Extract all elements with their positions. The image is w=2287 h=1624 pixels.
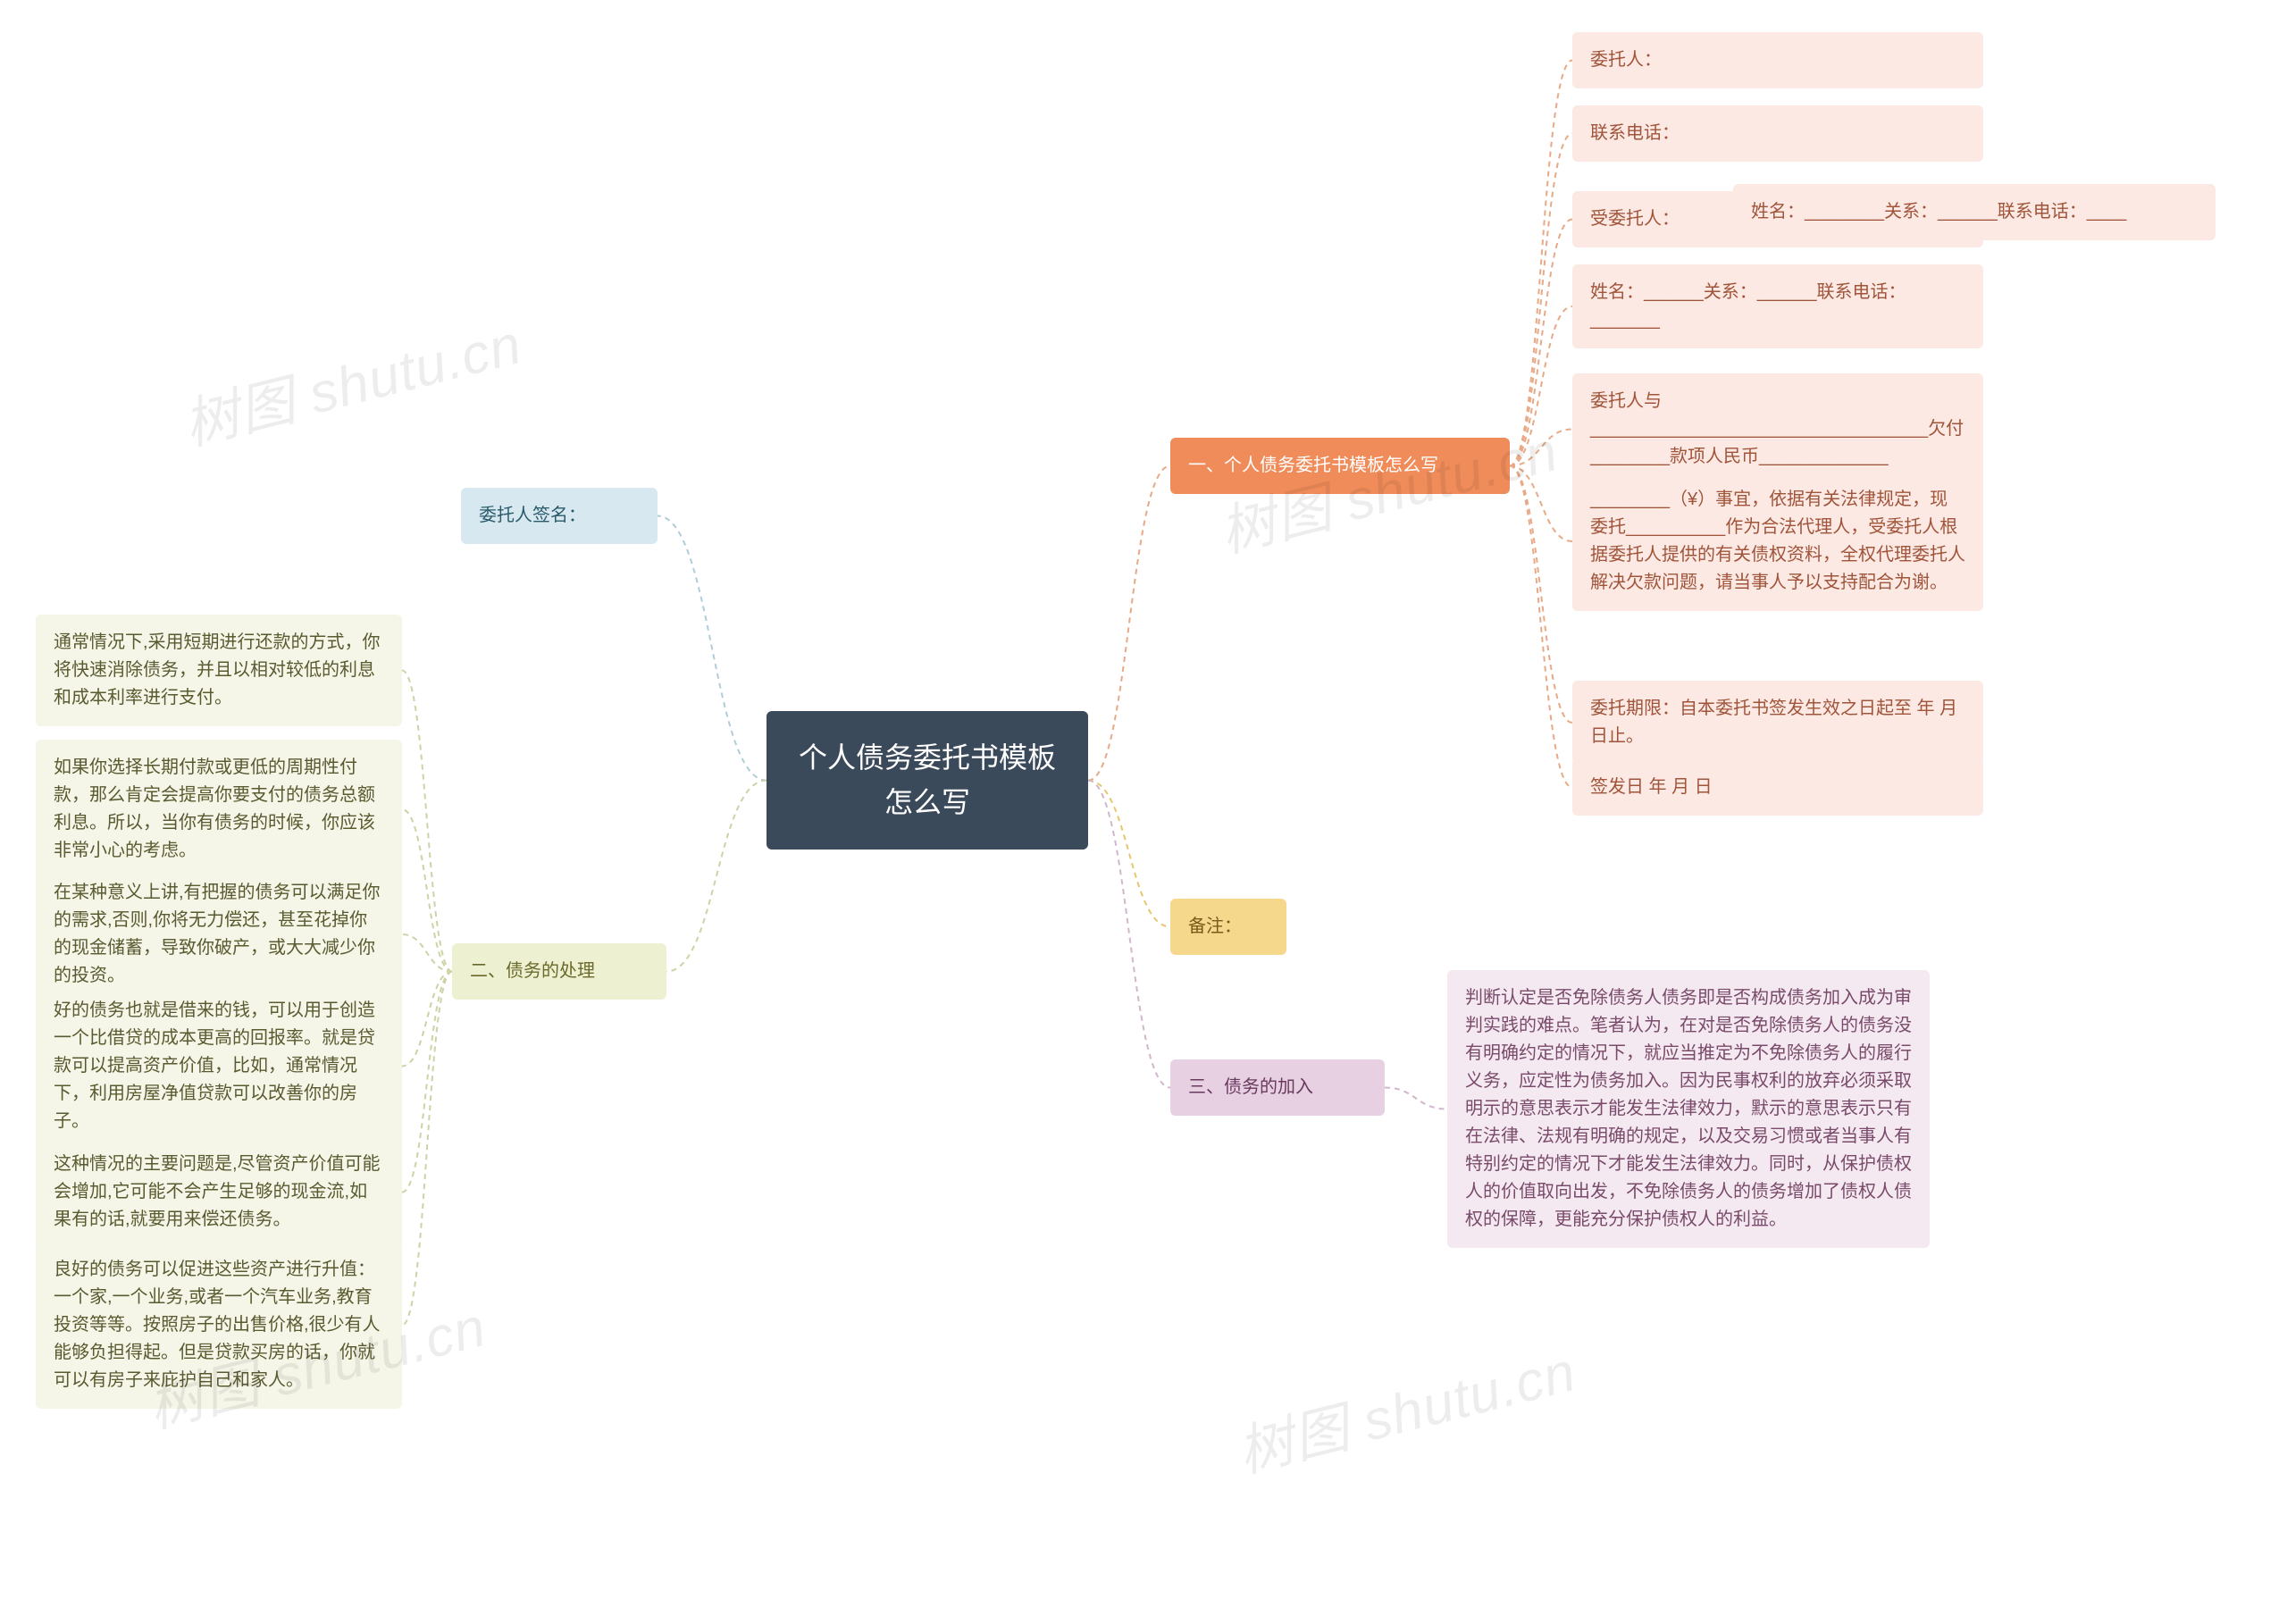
watermark-0: 树图 shutu.cn xyxy=(174,299,529,461)
c-leaf-0: 委托人： xyxy=(1572,32,1983,88)
mindmap-stage: 个人债务委托书模板怎么写 委托人签名： 二、债务的处理 通常情况下,采用短期进行… xyxy=(0,0,2287,1624)
branch-debt-join: 三、债务的加入 xyxy=(1170,1059,1385,1116)
c-leaf-1: 联系电话： xyxy=(1572,105,1983,162)
branch-signature: 委托人签名： xyxy=(461,488,658,544)
c-leaf-6: 委托期限：自本委托书签发生效之日起至 年 月 日止。 xyxy=(1572,681,1983,765)
c-leaf-4: 委托人与__________________________________欠付… xyxy=(1572,373,1983,485)
branch-debt-handling: 二、债务的处理 xyxy=(452,943,666,1000)
watermark-3: 树图 shutu.cn xyxy=(1228,1327,1583,1488)
center-node: 个人债务委托书模板怎么写 xyxy=(767,711,1088,850)
b-leaf-4: 这种情况的主要问题是,尽管资产价值可能会增加,它可能不会产生足够的现金流,如果有… xyxy=(36,1136,402,1248)
e-leaf: 判断认定是否免除债务人债务即是否构成债务加入成为审判实践的难点。笔者认为，在对是… xyxy=(1447,970,1930,1248)
b-leaf-1: 如果你选择长期付款或更低的周期性付款，那么肯定会提高你要支付的债务总额利息。所以… xyxy=(36,740,402,879)
b-leaf-5: 良好的债务可以促进这些资产进行升值：一个家,一个业务,或者一个汽车业务,教育投资… xyxy=(36,1242,402,1409)
c-leaf-7: 签发日 年 月 日 xyxy=(1572,759,1983,816)
c-leaf-2-sub: 姓名：________关系：______联系电话：____ xyxy=(1733,184,2216,240)
branch-remark: 备注： xyxy=(1170,899,1286,955)
b-leaf-0: 通常情况下,采用短期进行还款的方式，你将快速消除债务，并且以相对较低的利息和成本… xyxy=(36,615,402,726)
c-leaf-5: ________（¥）事宜，依据有关法律规定，现委托__________作为合法… xyxy=(1572,472,1983,611)
b-leaf-3: 好的债务也就是借来的钱，可以用于创造一个比借贷的成本更高的回报率。就是贷款可以提… xyxy=(36,983,402,1150)
c-leaf-3: 姓名：______关系：______联系电话：_______ xyxy=(1572,264,1983,348)
branch-template: 一、个人债务委托书模板怎么写 xyxy=(1170,438,1510,494)
